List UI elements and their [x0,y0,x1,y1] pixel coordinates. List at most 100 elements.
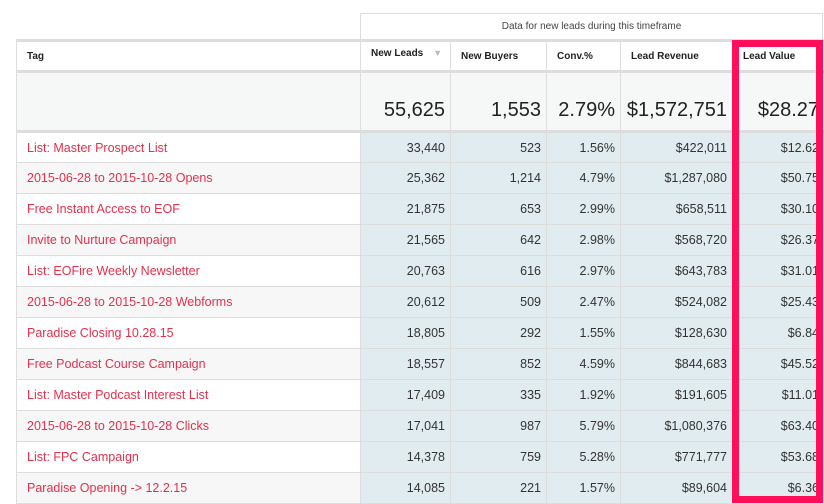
lead-value-cell: $25.43 [732,286,824,318]
new-buyers-cell: 1,214 [450,162,547,194]
table-row: Invite to Nurture Campaign 21,565 642 2.98%… [16,224,824,256]
new-leads-cell: 25,362 [360,162,451,194]
lead-revenue-cell: $771,777 [620,441,733,473]
column-header-tag[interactable]: Tag [16,39,361,73]
new-leads-cell: 14,378 [360,441,451,473]
tag-link[interactable]: List: EOFire Weekly Newsletter [16,255,361,287]
lead-revenue-cell: $643,783 [620,255,733,287]
lead-revenue-cell: $1,080,376 [620,410,733,442]
conv-cell: 1.55% [546,317,621,349]
lead-revenue-cell: $128,630 [620,317,733,349]
new-buyers-cell: 852 [450,348,547,380]
new-leads-cell: 20,763 [360,255,451,287]
lead-revenue-cell: $658,511 [620,193,733,225]
total-new-buyers: 1,553 [450,71,547,133]
column-label: New Leads [371,48,424,59]
total-conv: 2.79% [546,71,621,133]
tag-link[interactable]: Free Podcast Course Campaign [16,348,361,380]
conv-cell: 2.97% [546,255,621,287]
new-buyers-cell: 335 [450,379,547,411]
total-lead-value: $28.27 [732,71,824,133]
new-buyers-cell: 292 [450,317,547,349]
lead-value-cell: $30.10 [732,193,824,225]
lead-revenue-cell: $422,011 [620,131,733,163]
new-buyers-cell: 616 [450,255,547,287]
lead-value-cell: $50.75 [732,162,824,194]
lead-revenue-cell: $1,287,080 [620,162,733,194]
new-leads-cell: 33,440 [360,131,451,163]
header-row: Tag New Leads ▼ New Buyers Conv.% Lead Re… [16,39,824,73]
lead-value-cell: $12.62 [732,131,824,163]
table-row: Paradise Opening -> 12.2.15 14,085 221 1.57… [16,472,824,504]
lead-value-cell: $53.68 [732,441,824,473]
new-leads-cell: 18,805 [360,317,451,349]
lead-value-cell: $11.01 [732,379,824,411]
table-row: List: Master Prospect List 33,440 523 1.56%… [16,131,824,163]
column-header-conv[interactable]: Conv.% [546,39,621,73]
lead-value-cell: $63.40 [732,410,824,442]
new-leads-cell: 17,041 [360,410,451,442]
new-leads-cell: 18,557 [360,348,451,380]
new-leads-cell: 20,612 [360,286,451,318]
tag-link[interactable]: Free Instant Access to EOF [16,193,361,225]
table-row: 2015-06-28 to 2015-10-28 Clicks 17,041 987… [16,410,824,442]
table-row: 2015-06-28 to 2015-10-28 Opens 25,362 1,21… [16,162,824,194]
new-buyers-cell: 987 [450,410,547,442]
conv-cell: 2.47% [546,286,621,318]
new-leads-cell: 17,409 [360,379,451,411]
group-header: Data for new leads during this timeframe [360,13,823,39]
table-row: Free Podcast Course Campaign 18,557 852 4.5… [16,348,824,380]
conv-cell: 1.92% [546,379,621,411]
new-buyers-cell: 653 [450,193,547,225]
lead-revenue-cell: $524,082 [620,286,733,318]
lead-revenue-cell: $844,683 [620,348,733,380]
table-row: List: Master Podcast Interest List 17,409… [16,379,824,411]
tag-link[interactable]: List: Master Podcast Interest List [16,379,361,411]
conv-cell: 2.99% [546,193,621,225]
table-row: Paradise Closing 10.28.15 18,805 292 1.55% $… [16,317,824,349]
tag-link[interactable]: 2015-06-28 to 2015-10-28 Webforms [16,286,361,318]
lead-value-cell: $6.36 [732,472,824,504]
new-buyers-cell: 523 [450,131,547,163]
lead-value-cell: $26.37 [732,224,824,256]
conv-cell: 1.56% [546,131,621,163]
conv-cell: 1.57% [546,472,621,504]
tag-link[interactable]: List: FPC Campaign [16,441,361,473]
new-leads-cell: 21,565 [360,224,451,256]
conv-cell: 5.28% [546,441,621,473]
lead-revenue-cell: $89,604 [620,472,733,504]
lead-revenue-cell: $568,720 [620,224,733,256]
conv-cell: 4.59% [546,348,621,380]
table-row: Free Instant Access to EOF 21,875 653 2.99%… [16,193,824,225]
lead-value-cell: $6.84 [732,317,824,349]
new-leads-cell: 21,875 [360,193,451,225]
table-row: List: EOFire Weekly Newsletter 20,763 616 2… [16,255,824,287]
table-row: 2015-06-28 to 2015-10-28 Webforms 20,612 5… [16,286,824,318]
column-header-new-leads[interactable]: New Leads ▼ [360,39,451,73]
new-buyers-cell: 759 [450,441,547,473]
tag-link[interactable]: Paradise Closing 10.28.15 [16,317,361,349]
conv-cell: 2.98% [546,224,621,256]
totals-row: 55,625 1,553 2.79% $1,572,751 $28.27 [16,71,824,133]
conv-cell: 5.79% [546,410,621,442]
leads-table: Tag New Leads ▼ New Buyers Conv.% Lead Re… [16,39,824,504]
total-new-leads: 55,625 [360,71,451,133]
new-leads-cell: 14,085 [360,472,451,504]
table-row: List: FPC Campaign 14,378 759 5.28% $771,777… [16,441,824,473]
tag-link[interactable]: 2015-06-28 to 2015-10-28 Clicks [16,410,361,442]
lead-value-cell: $31.01 [732,255,824,287]
conv-cell: 4.79% [546,162,621,194]
tag-link[interactable]: Invite to Nurture Campaign [16,224,361,256]
new-buyers-cell: 509 [450,286,547,318]
tag-link[interactable]: List: Master Prospect List [16,131,361,163]
column-header-lead-revenue[interactable]: Lead Revenue [620,39,733,73]
lead-revenue-cell: $191,605 [620,379,733,411]
tag-link[interactable]: Paradise Opening -> 12.2.15 [16,472,361,504]
new-buyers-cell: 221 [450,472,547,504]
column-header-lead-value[interactable]: Lead Value [732,39,824,73]
total-lead-revenue: $1,572,751 [620,71,733,133]
tag-link[interactable]: 2015-06-28 to 2015-10-28 Opens [16,162,361,194]
column-header-new-buyers[interactable]: New Buyers [450,39,547,73]
sort-desc-icon[interactable]: ▼ [433,48,443,58]
lead-value-cell: $45.52 [732,348,824,380]
